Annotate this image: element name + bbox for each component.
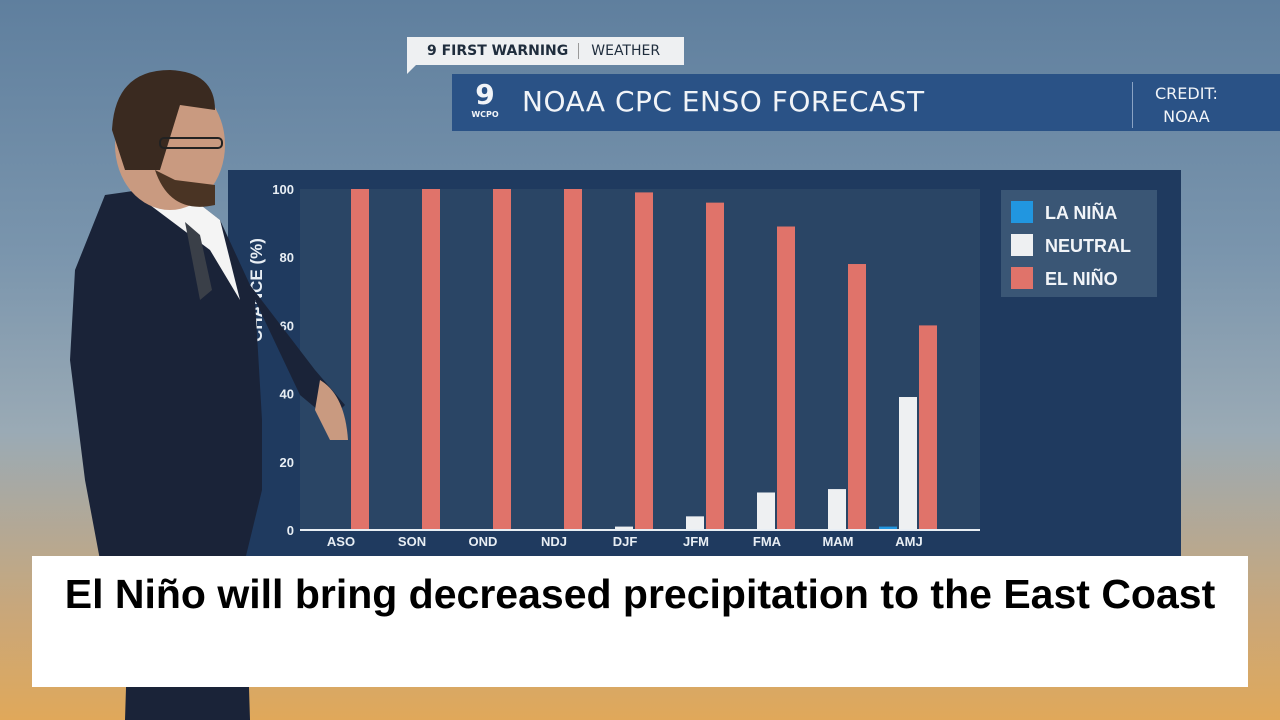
credit-label: CREDIT:: [1155, 84, 1218, 103]
station-logo: 9 WCPO: [468, 78, 502, 120]
bar-ASO-el-niño: [351, 189, 369, 530]
x-tick-label: JFM: [683, 534, 709, 549]
legend: LA NIÑA NEUTRAL EL NIÑO: [1001, 190, 1157, 297]
bar-FMA-neutral: [757, 492, 775, 530]
bar-MAM-neutral: [828, 489, 846, 530]
legend-label: EL NIÑO: [1045, 268, 1118, 289]
station-brand: 9 FIRST WARNING: [407, 43, 580, 59]
y-tick-label: 0: [287, 523, 294, 538]
y-tick-label: 80: [280, 250, 294, 265]
bar-NDJ-el-niño: [564, 189, 582, 530]
bar-DJF-el-niño: [635, 192, 653, 530]
x-tick-label: SON: [398, 534, 426, 549]
station-tag: 9 FIRST WARNING WEATHER: [407, 37, 684, 65]
legend-label: LA NIÑA: [1045, 202, 1117, 223]
bar-OND-el-niño: [493, 189, 511, 530]
x-tick-label: FMA: [753, 534, 782, 549]
page-title: NOAA CPC ENSO FORECAST: [522, 85, 925, 118]
bar-AMJ-la-niña: [879, 526, 897, 530]
bar-AMJ-neutral: [899, 397, 917, 530]
x-tick-label: OND: [469, 534, 498, 549]
bar-JFM-el-niño: [706, 202, 724, 530]
legend-swatch: [1011, 267, 1033, 289]
station-section: WEATHER: [591, 43, 661, 59]
bar-MAM-el-niño: [848, 264, 866, 530]
y-tick-label: 40: [280, 387, 294, 402]
title-bar: 9 WCPO NOAA CPC ENSO FORECAST CREDIT: NO…: [452, 74, 1280, 131]
credit-source: NOAA: [1163, 107, 1210, 126]
x-tick-label: AMJ: [895, 534, 922, 549]
x-tick-label: MAM: [822, 534, 853, 549]
credit: CREDIT: NOAA: [1132, 82, 1218, 128]
legend-label: NEUTRAL: [1045, 236, 1131, 256]
y-tick-label: 20: [280, 455, 294, 470]
x-tick-label: ASO: [327, 534, 355, 549]
y-tick-label: 100: [272, 182, 294, 197]
logo-text: WCPO: [471, 110, 499, 119]
logo-number: 9: [475, 78, 495, 111]
bar-SON-el-niño: [422, 189, 440, 530]
bar-DJF-neutral: [615, 526, 633, 530]
bar-JFM-neutral: [686, 516, 704, 530]
bar-AMJ-el-niño: [919, 325, 937, 530]
x-tick-label: DJF: [613, 534, 638, 549]
caption: El Niño will bring decreased precipitati…: [32, 556, 1248, 687]
legend-swatch: [1011, 201, 1033, 223]
bar-FMA-el-niño: [777, 226, 795, 530]
legend-swatch: [1011, 234, 1033, 256]
x-tick-label: NDJ: [541, 534, 567, 549]
tag-tail: [407, 65, 416, 74]
